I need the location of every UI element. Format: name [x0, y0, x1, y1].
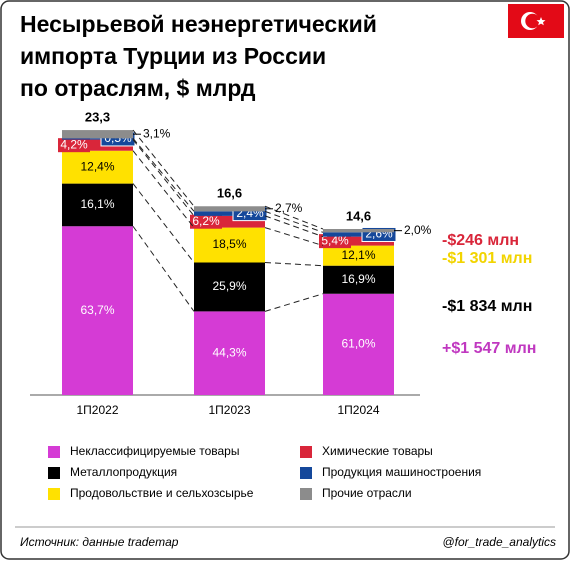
annotation: -$246 млн: [442, 232, 519, 249]
connector: [264, 293, 324, 312]
connector: [132, 129, 195, 207]
legend-label: Продовольствие и сельхозсырье: [70, 486, 254, 500]
connector: [132, 137, 195, 212]
connector: [132, 225, 195, 312]
data-label: 18,5%: [212, 237, 246, 251]
bar-segment: [323, 293, 394, 395]
data-label: 25,9%: [212, 279, 246, 293]
label-box: [190, 214, 222, 229]
bar-segment: [323, 232, 394, 237]
data-label: 63,7%: [80, 303, 114, 317]
bar-segment: [323, 228, 394, 233]
bar-segment: [62, 183, 133, 227]
connector: [264, 210, 324, 233]
bar-segment: [194, 211, 265, 216]
legend-label: Продукция машиностроения: [322, 465, 481, 479]
data-label: 3,1%: [143, 126, 171, 140]
total-label: 14,6: [346, 208, 371, 223]
bar-segment: [194, 206, 265, 212]
data-label: 16,9%: [341, 272, 375, 286]
legend-label: Неклассифицируемые товары: [70, 444, 239, 458]
connector: [132, 150, 195, 228]
legend-label: Металлопродукция: [70, 465, 177, 479]
source: Источник: данные trademap: [20, 535, 179, 549]
data-label: 12,1%: [341, 248, 375, 262]
data-label: 44,3%: [212, 345, 246, 359]
data-label: 61,0%: [341, 337, 375, 351]
annotation: +$1 547 млн: [442, 340, 536, 357]
bar-segment: [62, 139, 133, 151]
bar-segment: [62, 138, 133, 140]
bar-segment: [194, 262, 265, 312]
x-tick-label: 1П2024: [338, 403, 380, 417]
legend-swatch: [48, 446, 60, 458]
legend-label: Прочие отрасли: [322, 486, 412, 500]
handle: @for_trade_analytics: [442, 535, 556, 549]
bar-segment: [62, 150, 133, 184]
title-line: по отраслям, $ млрд: [20, 75, 256, 101]
data-label: 12,4%: [80, 159, 114, 173]
legend-swatch: [300, 488, 312, 500]
data-label: 5,4%: [321, 233, 349, 247]
bar-segment: [323, 236, 394, 246]
data-label: 2,6%: [365, 227, 393, 241]
data-label: 6,2%: [192, 214, 220, 228]
bar-segment: [62, 130, 133, 139]
data-label: 16,1%: [80, 197, 114, 211]
label-box: [319, 234, 351, 249]
total-label: 23,3: [85, 110, 110, 125]
data-label: 2,0%: [404, 223, 432, 237]
label-box: [58, 138, 90, 153]
legend-swatch: [300, 467, 312, 479]
flag: [508, 4, 564, 38]
x-tick-label: 1П2022: [77, 403, 119, 417]
annotation: -$1 834 млн: [442, 298, 532, 315]
bar-segment: [323, 245, 394, 266]
data-label: 4,2%: [60, 137, 88, 151]
legend-label: Химические товары: [322, 444, 433, 458]
connector: [132, 183, 195, 263]
title-line: импорта Турции из России: [20, 43, 326, 69]
title-line: Несырьевой неэнергетический: [20, 11, 377, 37]
connector: [264, 227, 324, 247]
connector: [264, 205, 324, 230]
bar-segment: [323, 265, 394, 294]
legend-swatch: [48, 488, 60, 500]
connector: [132, 139, 195, 217]
legend-swatch: [300, 446, 312, 458]
data-label: 2,7%: [275, 201, 303, 215]
x-tick-label: 1П2023: [209, 403, 251, 417]
bar-segment: [62, 226, 133, 395]
bar-segment: [194, 227, 265, 263]
bar-segment: [194, 215, 265, 228]
connector: [264, 215, 324, 238]
legend-swatch: [48, 467, 60, 479]
bar-segment: [194, 311, 265, 395]
annotation: -$1 301 млн: [442, 250, 532, 267]
total-label: 16,6: [217, 186, 242, 201]
